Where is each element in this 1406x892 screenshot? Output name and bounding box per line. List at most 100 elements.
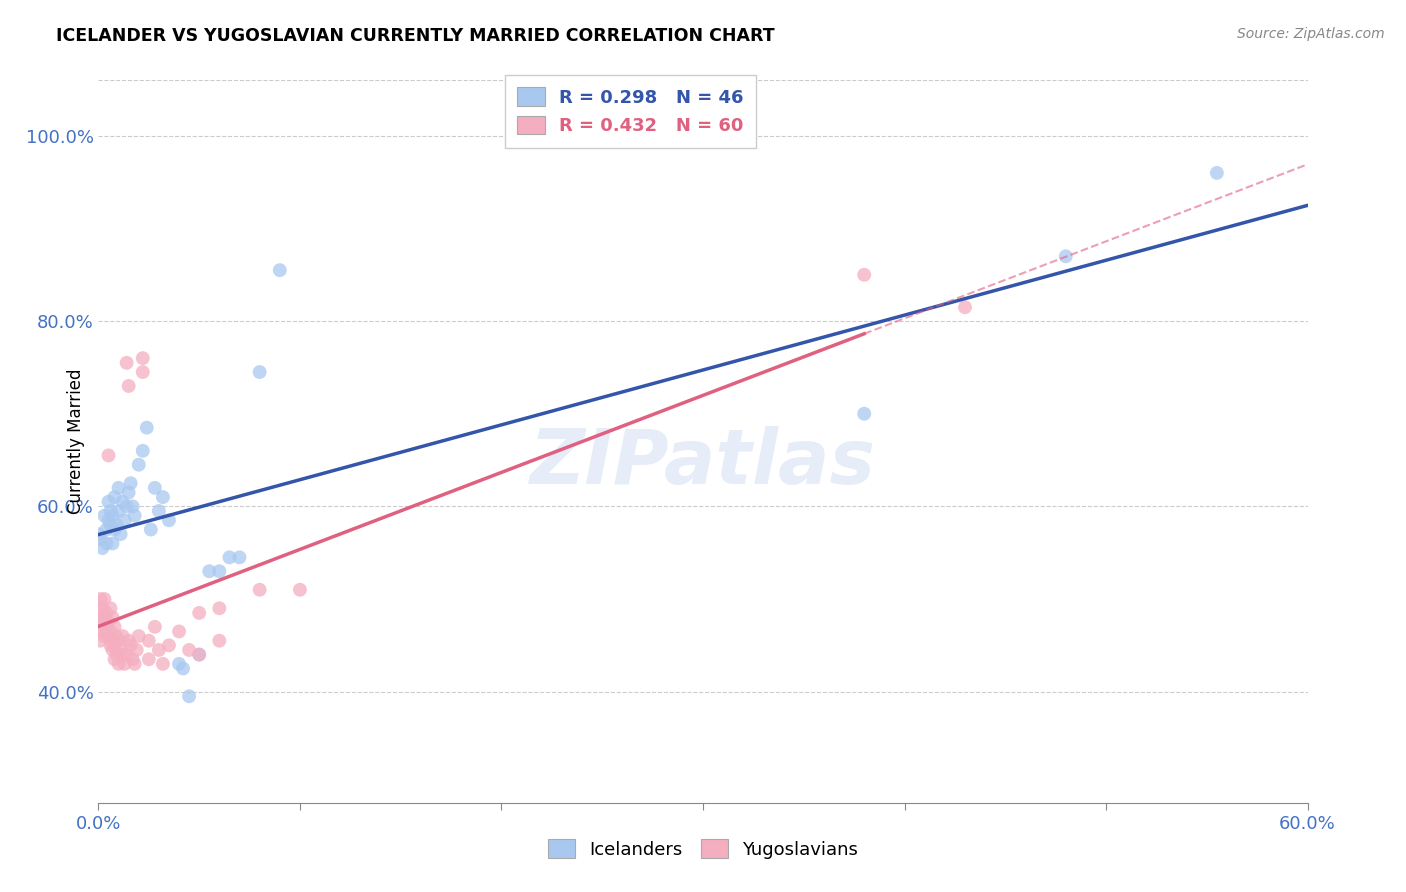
Point xyxy=(100,638,122,652)
Point xyxy=(89,620,111,634)
Point xyxy=(96,523,118,537)
Point xyxy=(953,300,976,314)
Point xyxy=(96,620,118,634)
Point xyxy=(87,601,110,615)
Point xyxy=(111,648,134,662)
Point xyxy=(269,263,291,277)
Point xyxy=(853,407,876,421)
Point xyxy=(121,652,143,666)
Point xyxy=(89,532,111,546)
Point xyxy=(143,481,166,495)
Point xyxy=(125,643,148,657)
Point xyxy=(128,458,150,472)
Point xyxy=(167,657,190,671)
Point xyxy=(101,633,124,648)
Point xyxy=(91,541,114,555)
Point xyxy=(105,629,128,643)
Point xyxy=(1206,166,1229,180)
Point xyxy=(93,610,115,624)
Point xyxy=(114,513,136,527)
Point xyxy=(89,633,111,648)
Point xyxy=(138,652,160,666)
Point xyxy=(152,490,174,504)
Point xyxy=(120,476,142,491)
Point xyxy=(97,494,120,508)
Point xyxy=(100,517,122,532)
Point xyxy=(107,657,129,671)
Point xyxy=(100,624,122,639)
Point xyxy=(1054,249,1077,263)
Point xyxy=(132,443,155,458)
Point xyxy=(138,633,160,648)
Point xyxy=(114,657,136,671)
Point xyxy=(110,643,132,657)
Point xyxy=(100,601,122,615)
Legend: Icelanders, Yugoslavians: Icelanders, Yugoslavians xyxy=(541,832,865,866)
Point xyxy=(110,527,132,541)
Point xyxy=(198,564,221,578)
Point xyxy=(121,500,143,514)
Point xyxy=(115,500,138,514)
Y-axis label: Currently Married: Currently Married xyxy=(66,368,84,515)
Point xyxy=(148,643,170,657)
Point xyxy=(105,648,128,662)
Text: ICELANDER VS YUGOSLAVIAN CURRENTLY MARRIED CORRELATION CHART: ICELANDER VS YUGOSLAVIAN CURRENTLY MARRI… xyxy=(56,27,775,45)
Point xyxy=(157,513,180,527)
Point xyxy=(188,606,211,620)
Point xyxy=(135,420,157,434)
Point xyxy=(107,481,129,495)
Point xyxy=(118,633,141,648)
Point xyxy=(91,615,114,630)
Text: Source: ZipAtlas.com: Source: ZipAtlas.com xyxy=(1237,27,1385,41)
Point xyxy=(87,527,110,541)
Point xyxy=(101,536,124,550)
Point xyxy=(111,629,134,643)
Point xyxy=(97,513,120,527)
Point xyxy=(96,536,118,550)
Point xyxy=(249,582,271,597)
Point xyxy=(124,508,146,523)
Point xyxy=(103,638,125,652)
Point xyxy=(139,523,162,537)
Point xyxy=(167,624,190,639)
Point xyxy=(103,490,125,504)
Point xyxy=(101,508,124,523)
Point xyxy=(87,610,110,624)
Point xyxy=(100,504,122,518)
Point xyxy=(115,648,138,662)
Point xyxy=(103,523,125,537)
Text: ZIPatlas: ZIPatlas xyxy=(530,426,876,500)
Point xyxy=(97,615,120,630)
Point xyxy=(93,592,115,607)
Point xyxy=(111,494,134,508)
Point xyxy=(188,648,211,662)
Point xyxy=(853,268,876,282)
Point xyxy=(249,365,271,379)
Point xyxy=(120,638,142,652)
Point xyxy=(91,601,114,615)
Point xyxy=(118,379,141,393)
Point xyxy=(105,517,128,532)
Point xyxy=(208,633,231,648)
Point xyxy=(218,550,240,565)
Point xyxy=(103,652,125,666)
Point xyxy=(103,620,125,634)
Point xyxy=(152,657,174,671)
Point xyxy=(148,504,170,518)
Point xyxy=(101,610,124,624)
Point xyxy=(128,629,150,643)
Point xyxy=(93,629,115,643)
Point xyxy=(208,564,231,578)
Point xyxy=(89,592,111,607)
Point xyxy=(101,643,124,657)
Point xyxy=(107,633,129,648)
Point xyxy=(97,449,120,463)
Point xyxy=(188,648,211,662)
Point xyxy=(228,550,250,565)
Point xyxy=(132,365,155,379)
Point xyxy=(124,657,146,671)
Point xyxy=(288,582,311,597)
Point xyxy=(115,356,138,370)
Point xyxy=(208,601,231,615)
Point xyxy=(132,351,155,366)
